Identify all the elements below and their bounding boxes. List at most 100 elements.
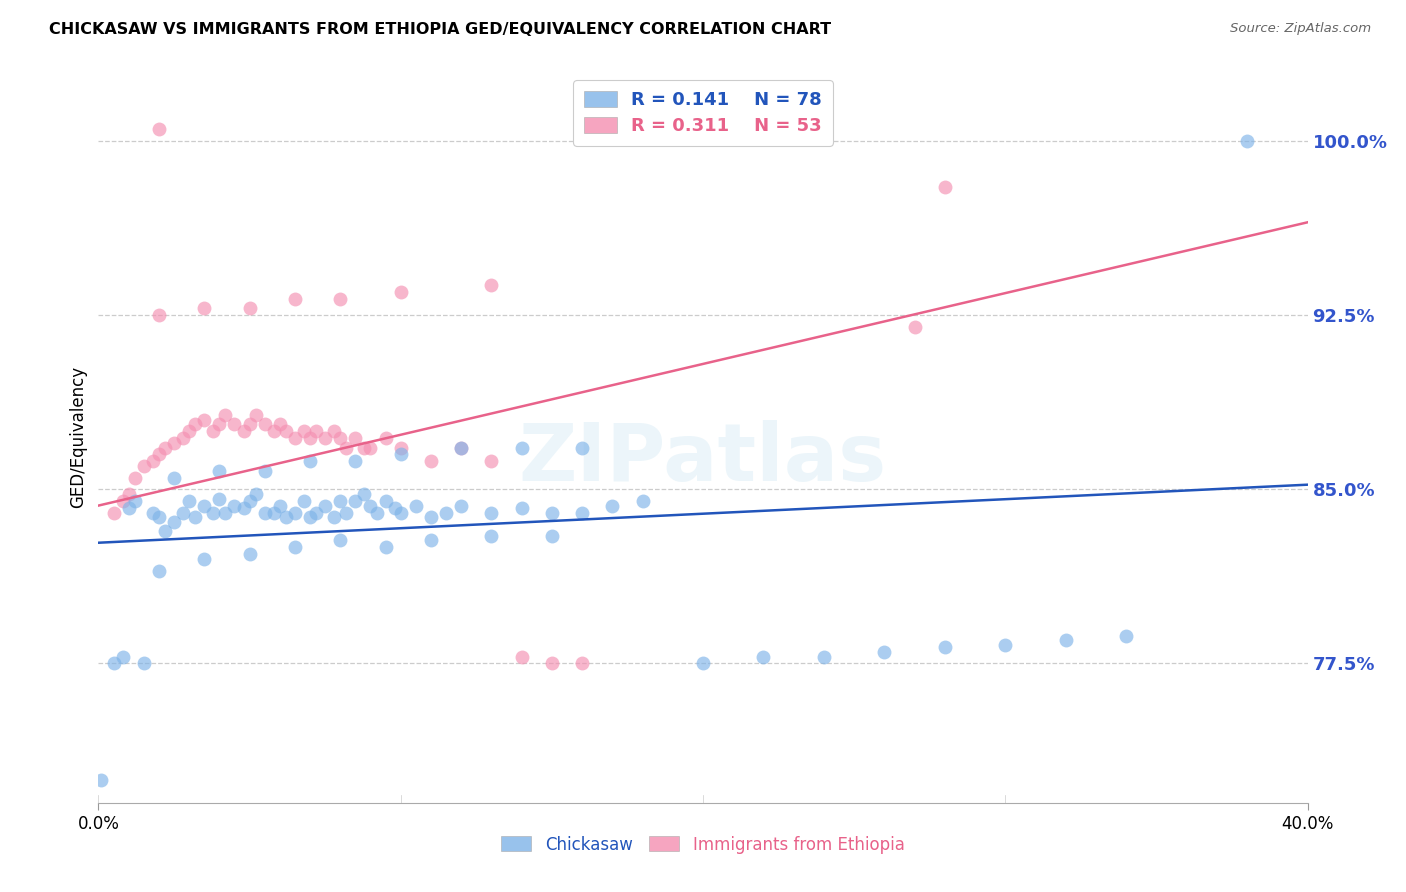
Point [253,417,276,432]
Point [481,529,503,543]
Point [224,499,246,513]
Point [389,441,412,455]
Point [305,424,328,438]
Point [239,547,262,561]
Point [420,533,443,548]
Point [292,424,315,438]
Point [335,506,357,520]
Point [232,424,254,438]
Point [239,301,262,316]
Point [450,441,472,455]
Point [631,494,654,508]
Point [224,417,246,432]
Point [374,541,396,555]
Point [344,454,367,468]
Point [344,431,367,445]
Point [602,499,624,513]
Point [214,408,236,422]
Point [284,541,307,555]
Point [284,292,307,306]
Point [163,471,186,485]
Point [329,533,352,548]
Point [299,431,322,445]
Point [540,529,562,543]
Point [163,436,186,450]
Point [299,454,322,468]
Point [142,506,165,520]
Point [481,506,503,520]
Point [103,657,125,671]
Point [323,510,346,524]
Point [405,499,427,513]
Point [118,487,141,501]
Point [269,417,291,432]
Legend: Chickasaw, Immigrants from Ethiopia: Chickasaw, Immigrants from Ethiopia [495,829,911,860]
Point [329,494,352,508]
Point [292,494,315,508]
Point [571,441,593,455]
Point [420,510,443,524]
Point [314,499,336,513]
Point [103,506,125,520]
Point [124,471,146,485]
Point [184,417,207,432]
Point [193,552,215,566]
Point [450,441,472,455]
Point [329,431,352,445]
Point [540,506,562,520]
Point [571,657,593,671]
Point [329,292,352,306]
Point [366,506,388,520]
Point [132,657,155,671]
Point [163,515,186,529]
Point [232,500,254,515]
Point [374,431,396,445]
Point [111,649,134,664]
Point [481,277,503,292]
Point [813,649,835,664]
Point [510,500,533,515]
Point [284,506,307,520]
Y-axis label: GED/Equivalency: GED/Equivalency [69,366,87,508]
Point [510,441,533,455]
Point [353,487,375,501]
Point [344,494,367,508]
Point [934,180,956,194]
Point [239,494,262,508]
Point [245,487,267,501]
Point [148,122,170,136]
Point [873,645,896,659]
Point [142,454,165,468]
Point [692,657,714,671]
Point [208,417,231,432]
Point [420,454,443,468]
Text: CHICKASAW VS IMMIGRANTS FROM ETHIOPIA GED/EQUIVALENCY CORRELATION CHART: CHICKASAW VS IMMIGRANTS FROM ETHIOPIA GE… [49,22,831,37]
Text: ZIPatlas: ZIPatlas [519,420,887,498]
Point [752,649,775,664]
Point [193,499,215,513]
Point [540,657,562,671]
Point [360,499,382,513]
Point [153,441,176,455]
Point [571,506,593,520]
Point [132,459,155,474]
Point [389,285,412,299]
Point [118,500,141,515]
Point [148,510,170,524]
Point [184,510,207,524]
Point [335,441,357,455]
Point [434,506,457,520]
Point [208,491,231,506]
Point [90,772,112,787]
Point [111,494,134,508]
Point [193,412,215,426]
Point [374,494,396,508]
Point [239,417,262,432]
Point [202,424,225,438]
Point [148,448,170,462]
Point [124,494,146,508]
Text: Source: ZipAtlas.com: Source: ZipAtlas.com [1230,22,1371,36]
Point [263,424,285,438]
Point [510,649,533,664]
Point [193,301,215,316]
